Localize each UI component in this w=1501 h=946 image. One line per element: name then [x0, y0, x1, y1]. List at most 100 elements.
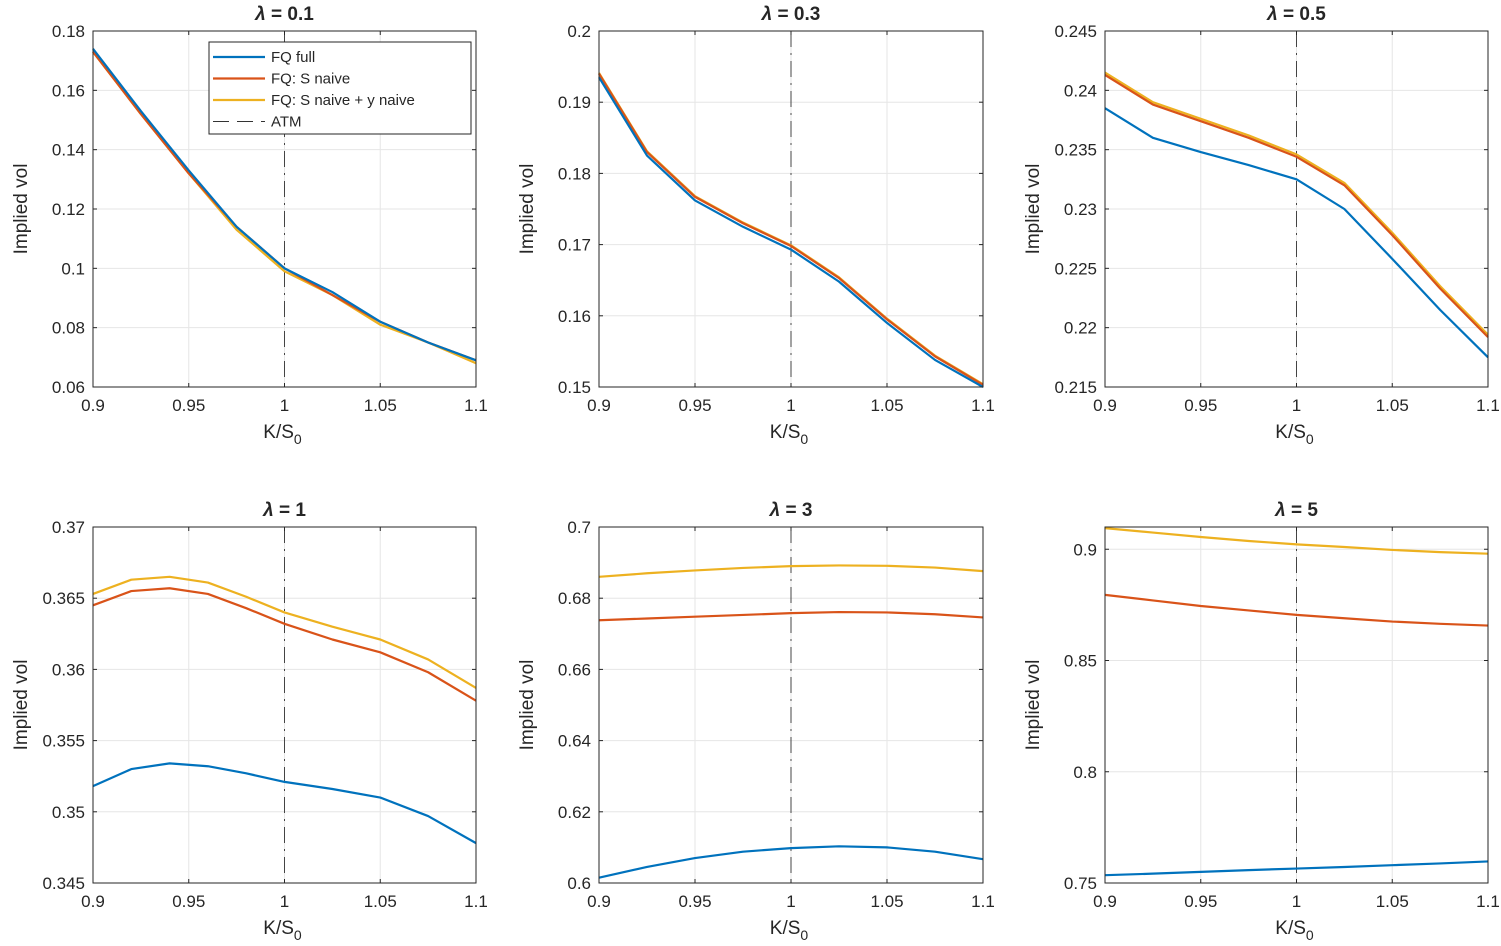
y-tick-label: 0.62 — [558, 803, 591, 822]
series-line-fq-s-naive-y-naive — [1104, 71, 1489, 336]
y-axis-label: Implied vol — [1023, 660, 1044, 751]
y-tick-label: 0.14 — [52, 141, 85, 160]
x-tick-label: 1.1 — [464, 892, 488, 911]
title-value: = 5 — [1286, 500, 1319, 521]
y-tick-label: 0.19 — [558, 93, 591, 112]
y-axis-label: Implied vol — [11, 164, 32, 255]
y-tick-label: 0.22 — [1064, 319, 1097, 338]
x-axis-label: K/S0 — [770, 422, 809, 447]
legend-item: FQ: S naive — [213, 71, 350, 88]
x-axis-label: K/S0 — [263, 422, 302, 447]
y-tick-label: 0.365 — [42, 589, 85, 608]
series-line-fq-full — [1104, 860, 1489, 877]
y-tick-label: 0.2 — [567, 22, 591, 41]
x-axis-label-main: K/S — [1275, 918, 1306, 939]
x-tick-label: 1 — [786, 396, 795, 415]
legend-item: ATM — [213, 114, 302, 131]
panel-title: λ = 3 — [769, 500, 813, 521]
x-tick-label: 0.95 — [678, 396, 711, 415]
y-tick-label: 0.345 — [42, 874, 85, 893]
x-tick-label: 0.95 — [1184, 396, 1217, 415]
x-axis-label: K/S0 — [263, 918, 302, 943]
x-tick-label: 1.05 — [870, 892, 903, 911]
series-line-fq-full — [1104, 107, 1489, 359]
x-tick-label: 1.05 — [1376, 892, 1409, 911]
x-axis-label: K/S0 — [1275, 918, 1314, 943]
x-tick-label: 0.9 — [1093, 396, 1117, 415]
series-line-fq-s-naive-y-naive — [92, 575, 477, 689]
y-tick-label: 0.08 — [52, 319, 85, 338]
series-line-fq-s-naive — [598, 610, 984, 622]
y-tick-label: 0.18 — [52, 22, 85, 41]
y-tick-label: 0.245 — [1054, 22, 1097, 41]
chart-panel-4: 0.9 0.95 1 1.05 1.1 0.345 0.35 0.355 0.36 0.365 0.… — [11, 500, 488, 943]
y-tick-label: 0.9 — [1073, 540, 1097, 559]
y-tick-label: 0.8 — [1073, 763, 1097, 782]
legend-item: FQ full — [213, 49, 315, 66]
x-tick-label: 1.1 — [971, 892, 995, 911]
x-tick-label: 1 — [1292, 892, 1301, 911]
legend-label: FQ: S naive + y naive — [271, 92, 415, 109]
y-tick-label: 0.16 — [558, 307, 591, 326]
title-value: = 3 — [780, 500, 812, 521]
y-tick-label: 0.12 — [52, 200, 85, 219]
legend-label: FQ full — [271, 49, 315, 66]
title-value: = 1 — [274, 500, 307, 521]
y-axis-label: Implied vol — [11, 660, 32, 751]
y-tick-label: 0.18 — [558, 164, 591, 183]
legend-label: ATM — [271, 114, 302, 131]
x-axis-label-main: K/S — [770, 918, 801, 939]
y-tick-label: 0.225 — [1054, 259, 1097, 278]
title-lambda: λ — [1266, 4, 1278, 25]
x-tick-label: 1.05 — [364, 892, 397, 911]
legend-box — [208, 41, 472, 135]
x-axis-label-main: K/S — [770, 422, 801, 443]
x-tick-label: 0.9 — [587, 396, 611, 415]
y-tick-label: 0.15 — [558, 378, 591, 397]
x-tick-label: 0.9 — [81, 396, 105, 415]
series-line-fq-s-naive-y-naive — [1104, 527, 1489, 555]
x-tick-label: 1 — [280, 892, 289, 911]
x-axis-label: K/S0 — [1275, 422, 1314, 447]
x-tick-label: 0.9 — [587, 892, 611, 911]
title-lambda: λ — [769, 500, 781, 521]
y-tick-label: 0.37 — [52, 518, 85, 537]
x-tick-label: 1.05 — [364, 396, 397, 415]
y-tick-label: 0.355 — [42, 732, 85, 751]
y-tick-label: 0.23 — [1064, 200, 1097, 219]
y-tick-label: 0.17 — [558, 236, 591, 255]
legend-item: FQ: S naive + y naive — [213, 92, 415, 109]
y-tick-label: 0.16 — [52, 81, 85, 100]
y-tick-label: 0.64 — [558, 732, 591, 751]
x-tick-label: 0.95 — [172, 892, 205, 911]
x-tick-label: 1.1 — [1476, 396, 1500, 415]
series-line-fq-s-naive — [598, 73, 984, 386]
chart-panel-2: 0.9 0.95 1 1.05 1.1 0.15 0.16 0.17 0.18 0.19 0.2 λ … — [517, 4, 995, 447]
series-line-fq-full — [598, 76, 984, 388]
title-lambda: λ — [761, 4, 773, 25]
title-lambda: λ — [1274, 500, 1286, 521]
y-tick-label: 0.75 — [1064, 874, 1097, 893]
y-tick-label: 0.66 — [558, 660, 591, 679]
y-axis-label: Implied vol — [1023, 164, 1044, 255]
title-value: = 0.5 — [1278, 4, 1326, 25]
title-lambda: λ — [262, 500, 274, 521]
series-line-fq-full — [598, 845, 984, 879]
y-tick-label: 0.7 — [567, 518, 591, 537]
series-line-fq-s-naive — [1104, 593, 1489, 627]
series-line-fq-full — [92, 762, 477, 845]
x-axis-label-subscript: 0 — [800, 927, 808, 943]
series-line-fq-full — [92, 48, 477, 362]
series-line-fq-s-naive — [92, 587, 477, 702]
x-axis-label-subscript: 0 — [800, 431, 808, 447]
x-axis-label: K/S0 — [770, 918, 809, 943]
y-axis-label: Implied vol — [517, 164, 538, 255]
chart-panel-3: 0.9 0.95 1 1.05 1.1 0.215 0.22 0.225 0.23 0.235 0.… — [1023, 4, 1500, 447]
series-line-fq-s-naive — [1104, 73, 1489, 338]
y-tick-label: 0.235 — [1054, 141, 1097, 160]
y-tick-label: 0.06 — [52, 378, 85, 397]
x-tick-label: 1 — [1292, 396, 1301, 415]
x-tick-label: 1.05 — [1376, 396, 1409, 415]
title-lambda: λ — [254, 4, 266, 25]
x-axis-label-main: K/S — [1275, 422, 1306, 443]
